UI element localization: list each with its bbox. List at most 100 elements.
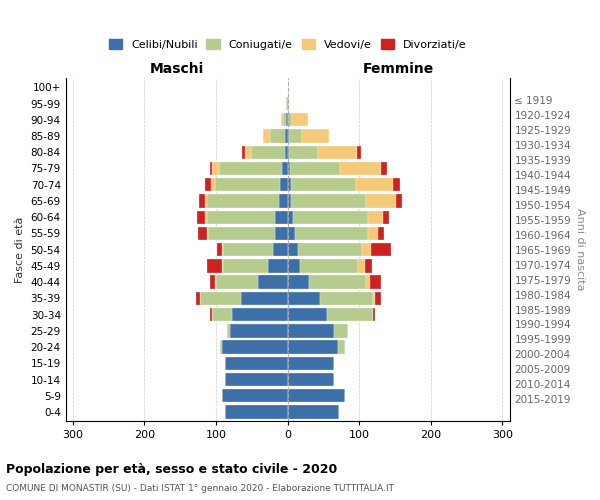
Bar (199, 194, 205, 207)
Bar (287, 308, 327, 322)
Bar (224, 373, 287, 386)
Bar (317, 146, 357, 159)
Bar (217, 243, 223, 256)
Bar (210, 308, 212, 322)
Bar (287, 373, 334, 386)
Bar (223, 243, 273, 256)
Bar (365, 259, 372, 272)
Bar (263, 130, 269, 142)
Bar (367, 276, 370, 289)
Bar (289, 146, 317, 159)
Bar (208, 194, 279, 207)
Bar (383, 210, 389, 224)
Bar (280, 178, 287, 192)
Bar (215, 276, 216, 289)
Bar (287, 340, 338, 353)
Bar (227, 324, 230, 338)
Bar (273, 243, 287, 256)
Bar (379, 227, 384, 240)
Bar (287, 146, 289, 159)
Bar (200, 292, 241, 305)
Bar (206, 259, 223, 272)
Bar (298, 243, 362, 256)
Bar (223, 259, 268, 272)
Bar (290, 162, 340, 175)
Bar (251, 146, 286, 159)
Bar (287, 130, 289, 142)
Bar (219, 162, 282, 175)
Bar (334, 324, 349, 338)
Text: COMUNE DI MONASTIR (SU) - Dati ISTAT 1° gennaio 2020 - Elaborazione TUTTITALIA.I: COMUNE DI MONASTIR (SU) - Dati ISTAT 1° … (6, 484, 394, 493)
Bar (287, 178, 291, 192)
Bar (370, 276, 380, 289)
Bar (371, 243, 391, 256)
Bar (215, 178, 280, 192)
Bar (287, 324, 334, 338)
Bar (212, 308, 232, 322)
Bar (287, 356, 334, 370)
Bar (198, 227, 206, 240)
Bar (283, 113, 286, 126)
Bar (257, 276, 287, 289)
Bar (367, 194, 397, 207)
Bar (288, 113, 292, 126)
Bar (275, 210, 287, 224)
Bar (197, 210, 205, 224)
Bar (302, 130, 329, 142)
Bar (287, 389, 345, 402)
Bar (282, 162, 287, 175)
Bar (286, 130, 287, 142)
Bar (222, 389, 287, 402)
Bar (230, 324, 287, 338)
Legend: Celibi/Nubili, Coniugati/e, Vedovi/e, Divorziati/e: Celibi/Nubili, Coniugati/e, Vedovi/e, Di… (106, 36, 470, 54)
Bar (196, 292, 200, 305)
Text: Popolazione per età, sesso e stato civile - 2020: Popolazione per età, sesso e stato civil… (6, 462, 337, 475)
Y-axis label: Fasce di età: Fasce di età (15, 216, 25, 283)
Bar (289, 130, 302, 142)
Bar (287, 406, 339, 418)
Bar (205, 178, 211, 192)
Bar (286, 146, 287, 159)
Bar (287, 259, 301, 272)
Bar (362, 243, 371, 256)
Bar (208, 210, 275, 224)
Text: Maschi: Maschi (149, 62, 204, 76)
Bar (206, 227, 208, 240)
Bar (287, 113, 288, 126)
Bar (287, 97, 289, 110)
Bar (241, 292, 287, 305)
Bar (209, 276, 215, 289)
Bar (279, 194, 287, 207)
Y-axis label: Anni di nascita: Anni di nascita (575, 208, 585, 291)
Bar (292, 113, 308, 126)
Text: Femmine: Femmine (363, 62, 434, 76)
Bar (242, 146, 245, 159)
Bar (281, 113, 283, 126)
Bar (286, 113, 287, 126)
Bar (209, 162, 212, 175)
Bar (224, 406, 287, 418)
Bar (287, 227, 295, 240)
Bar (216, 276, 257, 289)
Bar (357, 146, 361, 159)
Bar (269, 130, 286, 142)
Bar (286, 97, 287, 110)
Bar (340, 162, 382, 175)
Bar (295, 227, 368, 240)
Bar (287, 194, 291, 207)
Bar (393, 178, 400, 192)
Bar (226, 356, 287, 370)
Bar (291, 178, 356, 192)
Bar (268, 259, 287, 272)
Bar (205, 194, 208, 207)
Bar (356, 178, 393, 192)
Bar (375, 292, 380, 305)
Bar (287, 80, 288, 94)
Bar (208, 227, 275, 240)
Bar (275, 227, 287, 240)
Bar (222, 340, 287, 353)
Bar (287, 292, 320, 305)
Bar (368, 227, 379, 240)
Bar (291, 194, 367, 207)
Bar (320, 292, 373, 305)
